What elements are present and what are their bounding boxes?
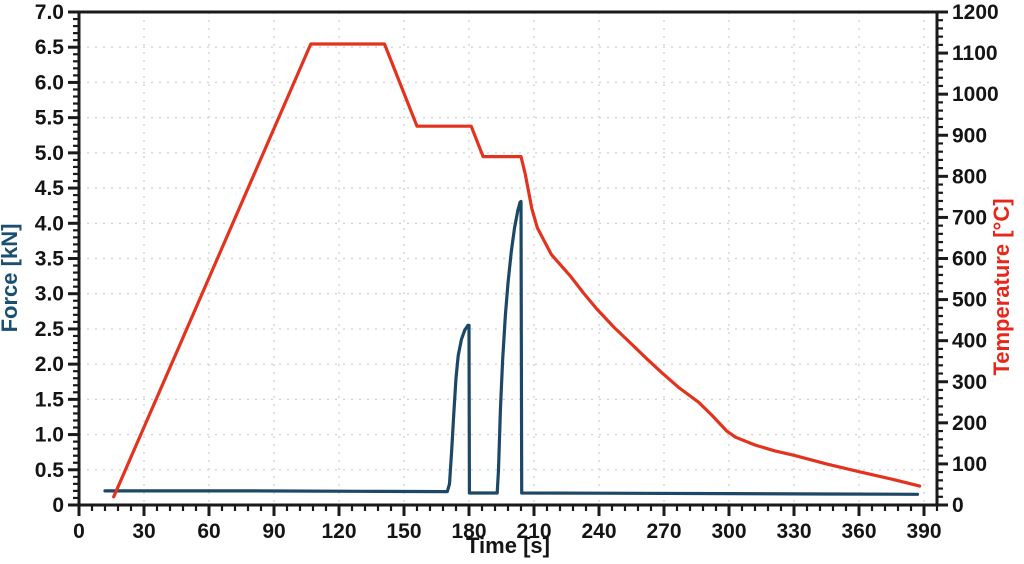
y-right-tick-label: 0	[952, 494, 964, 517]
y-left-tick-label: 7.0	[35, 1, 64, 24]
y-right-tick-label: 700	[952, 206, 987, 229]
x-tick-label: 150	[386, 520, 421, 543]
x-tick-label: 360	[841, 520, 876, 543]
x-tick-label: 210	[516, 520, 551, 543]
x-tick-label: 0	[73, 520, 85, 543]
x-tick-label: 180	[451, 520, 486, 543]
y-left-tick-label: 0	[52, 494, 64, 517]
y-left-tick-label: 1.5	[35, 388, 65, 411]
x-tick-label: 240	[581, 520, 616, 543]
y-right-tick-label: 300	[952, 371, 987, 394]
x-tick-label: 90	[262, 520, 285, 543]
tick-labels: 0 30 60 90 120 150 180 210 240 270 300 330 360 390 0 0.…	[35, 1, 999, 543]
y-left-tick-label: 3.0	[35, 283, 64, 306]
y-left-tick-label: 3.5	[35, 248, 65, 271]
x-axis-title: Time [s]	[466, 533, 550, 558]
y-left-tick-label: 4.5	[35, 177, 65, 200]
y-left-tick-label: 2.5	[35, 318, 65, 341]
left-axis-title: Force [kN]	[0, 224, 22, 333]
y-right-tick-label: 1200	[952, 1, 999, 24]
y-right-tick-label: 900	[952, 124, 987, 147]
y-left-tick-label: 6.0	[35, 71, 64, 94]
x-tick-label: 330	[776, 520, 811, 543]
y-right-tick-label: 200	[952, 412, 987, 435]
gridlines	[79, 12, 937, 505]
y-left-tick-label: 6.5	[35, 36, 65, 59]
y-right-tick-label: 1000	[952, 83, 999, 106]
y-left-tick-label: 2.0	[35, 353, 64, 376]
y-right-tick-label: 400	[952, 330, 987, 353]
y-left-tick-label: 0.5	[35, 459, 65, 482]
x-tick-label: 300	[711, 520, 746, 543]
y-left-tick-label: 1.0	[35, 424, 64, 447]
x-tick-label: 390	[906, 520, 941, 543]
data-series	[103, 42, 922, 499]
x-tick-label: 270	[646, 520, 681, 543]
y-right-tick-label: 500	[952, 289, 987, 312]
y-right-tick-label: 600	[952, 248, 987, 271]
right-axis-title: Temperature [°C]	[989, 198, 1014, 375]
y-left-tick-label: 5.0	[35, 142, 64, 165]
series-temperature-line	[112, 42, 922, 499]
series-force-line	[103, 199, 920, 496]
y-right-tick-label: 1100	[952, 42, 998, 65]
x-tick-label: 120	[321, 520, 356, 543]
x-tick-label: 30	[132, 520, 155, 543]
y-left-tick-label: 4.0	[35, 212, 64, 235]
y-left-tick-label: 5.5	[35, 107, 65, 130]
y-right-tick-label: 100	[952, 453, 987, 476]
x-tick-label: 60	[197, 520, 220, 543]
y-right-tick-label: 800	[952, 165, 987, 188]
